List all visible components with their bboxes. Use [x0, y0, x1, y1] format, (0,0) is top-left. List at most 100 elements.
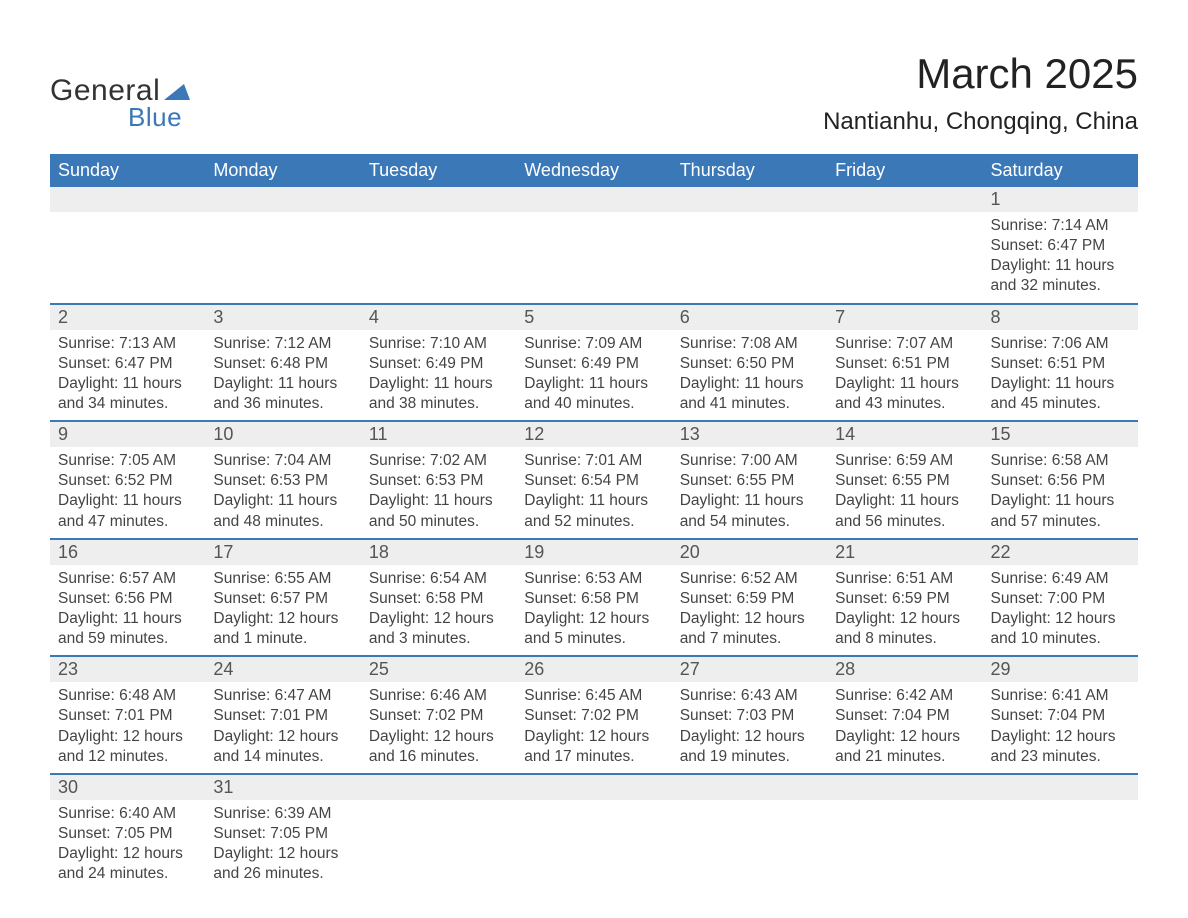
- sunrise-text: Sunrise: 7:06 AM: [991, 334, 1130, 354]
- calendar-cell: 1Sunrise: 7:14 AMSunset: 6:47 PMDaylight…: [983, 187, 1138, 304]
- daylight-text: Daylight: 11 hours and 38 minutes.: [369, 374, 508, 414]
- day-details: Sunrise: 6:51 AMSunset: 6:59 PMDaylight:…: [827, 565, 982, 656]
- sunrise-text: Sunrise: 6:48 AM: [58, 686, 197, 706]
- calendar-week-row: 30Sunrise: 6:40 AMSunset: 7:05 PMDayligh…: [50, 774, 1138, 891]
- calendar-cell: 15Sunrise: 6:58 AMSunset: 6:56 PMDayligh…: [983, 421, 1138, 539]
- day-number: 13: [672, 422, 827, 447]
- day-number: 11: [361, 422, 516, 447]
- sunrise-text: Sunrise: 6:51 AM: [835, 569, 974, 589]
- daylight-text: Daylight: 11 hours and 34 minutes.: [58, 374, 197, 414]
- day-details: Sunrise: 6:45 AMSunset: 7:02 PMDaylight:…: [516, 682, 671, 773]
- sunset-text: Sunset: 7:01 PM: [213, 706, 352, 726]
- calendar-cell: 21Sunrise: 6:51 AMSunset: 6:59 PMDayligh…: [827, 539, 982, 657]
- day-details: Sunrise: 7:14 AMSunset: 6:47 PMDaylight:…: [983, 212, 1138, 303]
- day-details: [983, 800, 1138, 810]
- header: General Blue March 2025 Nantianhu, Chong…: [50, 50, 1138, 136]
- calendar-cell: 8Sunrise: 7:06 AMSunset: 6:51 PMDaylight…: [983, 304, 1138, 422]
- sunset-text: Sunset: 6:49 PM: [369, 354, 508, 374]
- sunrise-text: Sunrise: 7:09 AM: [524, 334, 663, 354]
- daylight-text: Daylight: 12 hours and 3 minutes.: [369, 609, 508, 649]
- sunrise-text: Sunrise: 6:40 AM: [58, 804, 197, 824]
- sunrise-text: Sunrise: 7:07 AM: [835, 334, 974, 354]
- calendar-week-row: 2Sunrise: 7:13 AMSunset: 6:47 PMDaylight…: [50, 304, 1138, 422]
- day-number: [516, 775, 671, 800]
- sunrise-text: Sunrise: 6:47 AM: [213, 686, 352, 706]
- sunrise-text: Sunrise: 7:00 AM: [680, 451, 819, 471]
- daylight-text: Daylight: 11 hours and 48 minutes.: [213, 491, 352, 531]
- day-details: Sunrise: 7:10 AMSunset: 6:49 PMDaylight:…: [361, 330, 516, 421]
- title-block: March 2025 Nantianhu, Chongqing, China: [823, 50, 1138, 136]
- daylight-text: Daylight: 12 hours and 16 minutes.: [369, 727, 508, 767]
- day-number: 21: [827, 540, 982, 565]
- day-number: 17: [205, 540, 360, 565]
- day-number: 30: [50, 775, 205, 800]
- calendar-cell: 28Sunrise: 6:42 AMSunset: 7:04 PMDayligh…: [827, 656, 982, 774]
- calendar-cell: 13Sunrise: 7:00 AMSunset: 6:55 PMDayligh…: [672, 421, 827, 539]
- sunrise-text: Sunrise: 6:43 AM: [680, 686, 819, 706]
- calendar-cell: 26Sunrise: 6:45 AMSunset: 7:02 PMDayligh…: [516, 656, 671, 774]
- sunset-text: Sunset: 6:53 PM: [369, 471, 508, 491]
- daylight-text: Daylight: 12 hours and 17 minutes.: [524, 727, 663, 767]
- day-number: [361, 775, 516, 800]
- daylight-text: Daylight: 12 hours and 19 minutes.: [680, 727, 819, 767]
- sunset-text: Sunset: 7:01 PM: [58, 706, 197, 726]
- calendar-cell: 16Sunrise: 6:57 AMSunset: 6:56 PMDayligh…: [50, 539, 205, 657]
- sunset-text: Sunset: 6:56 PM: [991, 471, 1130, 491]
- day-number: [827, 775, 982, 800]
- calendar-cell: 29Sunrise: 6:41 AMSunset: 7:04 PMDayligh…: [983, 656, 1138, 774]
- calendar-cell: 10Sunrise: 7:04 AMSunset: 6:53 PMDayligh…: [205, 421, 360, 539]
- day-details: Sunrise: 6:52 AMSunset: 6:59 PMDaylight:…: [672, 565, 827, 656]
- sunrise-text: Sunrise: 6:59 AM: [835, 451, 974, 471]
- sunrise-text: Sunrise: 6:46 AM: [369, 686, 508, 706]
- day-header: Friday: [827, 154, 982, 187]
- day-number: 4: [361, 305, 516, 330]
- calendar-cell: 17Sunrise: 6:55 AMSunset: 6:57 PMDayligh…: [205, 539, 360, 657]
- day-number: 24: [205, 657, 360, 682]
- sunrise-text: Sunrise: 6:53 AM: [524, 569, 663, 589]
- day-details: [361, 800, 516, 810]
- day-details: [672, 800, 827, 810]
- day-number: [50, 187, 205, 212]
- day-number: 15: [983, 422, 1138, 447]
- daylight-text: Daylight: 12 hours and 14 minutes.: [213, 727, 352, 767]
- sunset-text: Sunset: 6:58 PM: [524, 589, 663, 609]
- sunset-text: Sunset: 7:02 PM: [524, 706, 663, 726]
- daylight-text: Daylight: 12 hours and 10 minutes.: [991, 609, 1130, 649]
- calendar-week-row: 9Sunrise: 7:05 AMSunset: 6:52 PMDaylight…: [50, 421, 1138, 539]
- sunrise-text: Sunrise: 6:45 AM: [524, 686, 663, 706]
- day-details: Sunrise: 7:13 AMSunset: 6:47 PMDaylight:…: [50, 330, 205, 421]
- daylight-text: Daylight: 11 hours and 57 minutes.: [991, 491, 1130, 531]
- sunset-text: Sunset: 6:55 PM: [835, 471, 974, 491]
- day-details: [205, 212, 360, 222]
- sunrise-text: Sunrise: 6:39 AM: [213, 804, 352, 824]
- sunset-text: Sunset: 6:48 PM: [213, 354, 352, 374]
- sunset-text: Sunset: 7:05 PM: [213, 824, 352, 844]
- sunrise-text: Sunrise: 6:49 AM: [991, 569, 1130, 589]
- daylight-text: Daylight: 12 hours and 1 minute.: [213, 609, 352, 649]
- calendar-table: SundayMondayTuesdayWednesdayThursdayFrid…: [50, 154, 1138, 890]
- sunrise-text: Sunrise: 7:10 AM: [369, 334, 508, 354]
- location-subtitle: Nantianhu, Chongqing, China: [823, 108, 1138, 136]
- day-details: Sunrise: 7:01 AMSunset: 6:54 PMDaylight:…: [516, 447, 671, 538]
- sunrise-text: Sunrise: 6:54 AM: [369, 569, 508, 589]
- day-details: Sunrise: 6:54 AMSunset: 6:58 PMDaylight:…: [361, 565, 516, 656]
- calendar-cell: 11Sunrise: 7:02 AMSunset: 6:53 PMDayligh…: [361, 421, 516, 539]
- day-details: Sunrise: 6:47 AMSunset: 7:01 PMDaylight:…: [205, 682, 360, 773]
- day-number: 27: [672, 657, 827, 682]
- sunset-text: Sunset: 6:57 PM: [213, 589, 352, 609]
- calendar-cell: 25Sunrise: 6:46 AMSunset: 7:02 PMDayligh…: [361, 656, 516, 774]
- sunrise-text: Sunrise: 7:04 AM: [213, 451, 352, 471]
- day-details: Sunrise: 7:04 AMSunset: 6:53 PMDaylight:…: [205, 447, 360, 538]
- day-number: 22: [983, 540, 1138, 565]
- sunset-text: Sunset: 7:02 PM: [369, 706, 508, 726]
- daylight-text: Daylight: 11 hours and 45 minutes.: [991, 374, 1130, 414]
- sunrise-text: Sunrise: 7:13 AM: [58, 334, 197, 354]
- calendar-cell: 24Sunrise: 6:47 AMSunset: 7:01 PMDayligh…: [205, 656, 360, 774]
- day-details: Sunrise: 7:06 AMSunset: 6:51 PMDaylight:…: [983, 330, 1138, 421]
- calendar-cell: 14Sunrise: 6:59 AMSunset: 6:55 PMDayligh…: [827, 421, 982, 539]
- day-details: [361, 212, 516, 222]
- sunset-text: Sunset: 7:05 PM: [58, 824, 197, 844]
- sunrise-text: Sunrise: 6:41 AM: [991, 686, 1130, 706]
- calendar-cell: 27Sunrise: 6:43 AMSunset: 7:03 PMDayligh…: [672, 656, 827, 774]
- brand-text-blue: Blue: [128, 102, 182, 133]
